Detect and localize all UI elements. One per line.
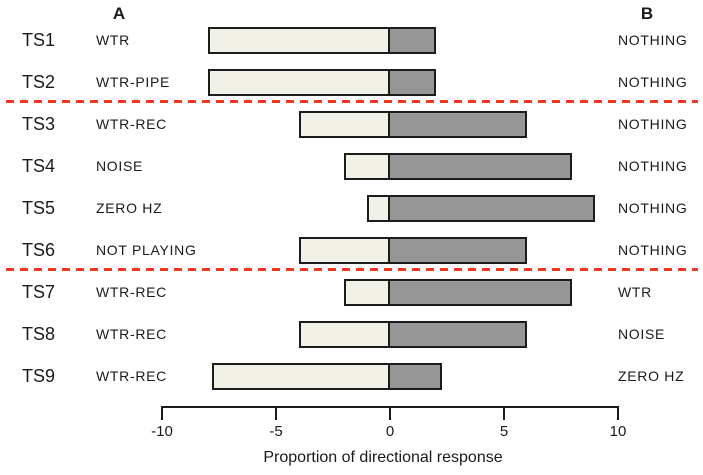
- stimulus-a-label-ts3: WTR-REC: [96, 116, 167, 132]
- trial-label-ts8: TS8: [22, 324, 56, 344]
- x-axis-tick-0: [389, 406, 391, 420]
- x-axis-tick--10: [161, 406, 163, 420]
- bar-toward-b-ts6: [388, 236, 527, 264]
- x-axis-tick-label-0: 0: [385, 423, 395, 440]
- panel-a-header: A: [112, 4, 126, 23]
- stimulus-b-label-ts6: NOTHING: [618, 242, 688, 258]
- stimulus-a-label-ts6: NOT PLAYING: [96, 242, 197, 258]
- bar-toward-b-ts2: [388, 68, 436, 96]
- bar-toward-b-ts4: [388, 152, 573, 180]
- stimulus-a-label-ts7: WTR-REC: [96, 284, 167, 300]
- stimulus-a-label-ts2: WTR-PIPE: [96, 74, 171, 90]
- trial-label-ts2: TS2: [22, 72, 56, 92]
- stimulus-b-label-ts9: ZERO HZ: [618, 368, 685, 384]
- group-divider-2: [6, 268, 698, 271]
- stimulus-a-label-ts1: WTR: [96, 32, 130, 48]
- x-axis-tick-5: [503, 406, 505, 420]
- panel-b-header: B: [640, 4, 654, 23]
- x-axis-title: Proportion of directional response: [263, 449, 503, 466]
- stimulus-a-label-ts8: WTR-REC: [96, 326, 167, 342]
- stimulus-b-label-ts8: NOISE: [618, 326, 666, 342]
- stimulus-b-label-ts2: NOTHING: [618, 74, 688, 90]
- x-axis-tick-10: [617, 406, 619, 420]
- bar-toward-a-ts6: [298, 236, 390, 264]
- trial-label-ts9: TS9: [22, 366, 56, 386]
- x-axis-tick-label-5: 5: [499, 423, 509, 440]
- bar-toward-a-ts2: [207, 68, 390, 96]
- bar-toward-a-ts8: [298, 320, 390, 348]
- bar-toward-b-ts9: [388, 362, 443, 390]
- bar-toward-a-ts9: [212, 362, 390, 390]
- stimulus-b-label-ts7: WTR: [618, 284, 652, 300]
- group-divider-1: [6, 100, 698, 103]
- stimulus-a-label-ts4: NOISE: [96, 158, 144, 174]
- stimulus-b-label-ts1: NOTHING: [618, 32, 688, 48]
- x-axis-tick--5: [275, 406, 277, 420]
- trial-label-ts3: TS3: [22, 114, 56, 134]
- bar-toward-b-ts3: [388, 110, 527, 138]
- bar-toward-a-ts1: [207, 26, 390, 54]
- bar-toward-a-ts4: [344, 152, 390, 180]
- x-axis-tick-label--10: -10: [151, 423, 173, 440]
- stimulus-b-label-ts5: NOTHING: [618, 200, 688, 216]
- trial-label-ts6: TS6: [22, 240, 56, 260]
- trial-label-ts4: TS4: [22, 156, 56, 176]
- bar-toward-b-ts5: [388, 194, 596, 222]
- stimulus-a-label-ts9: WTR-REC: [96, 368, 167, 384]
- bar-toward-b-ts1: [388, 26, 436, 54]
- stimulus-b-label-ts4: NOTHING: [618, 158, 688, 174]
- stimulus-a-label-ts5: ZERO HZ: [96, 200, 163, 216]
- bar-toward-a-ts3: [298, 110, 390, 138]
- x-axis-tick-label--5: -5: [269, 423, 283, 440]
- bar-toward-a-ts7: [344, 278, 390, 306]
- stimulus-b-label-ts3: NOTHING: [618, 116, 688, 132]
- bar-toward-a-ts5: [367, 194, 390, 222]
- x-axis-tick-label-10: 10: [609, 423, 627, 440]
- trial-label-ts1: TS1: [22, 30, 56, 50]
- trial-label-ts7: TS7: [22, 282, 56, 302]
- bar-toward-b-ts8: [388, 320, 527, 348]
- bar-toward-b-ts7: [388, 278, 573, 306]
- trial-label-ts5: TS5: [22, 198, 56, 218]
